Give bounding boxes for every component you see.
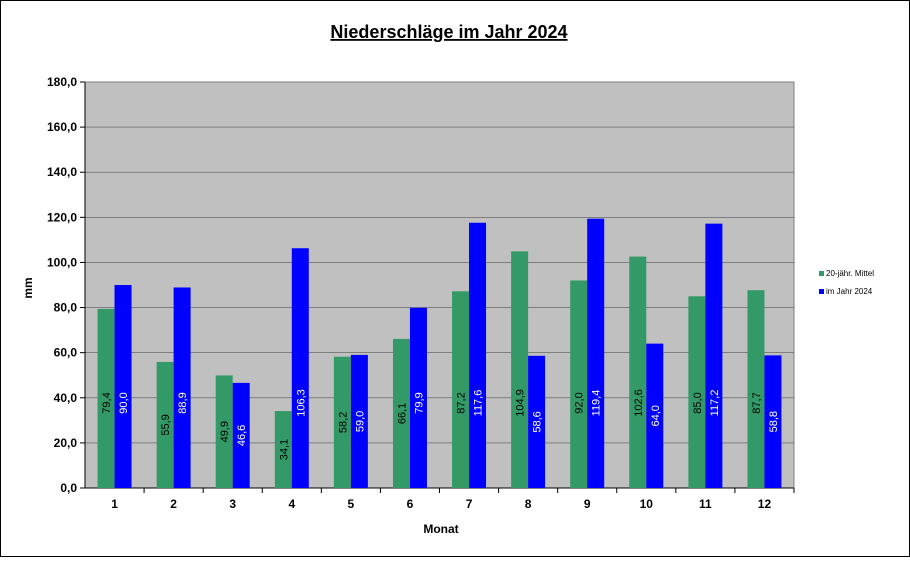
y-tick-label: 140,0 [47,165,77,179]
y-tick-label: 120,0 [47,210,77,224]
x-tick-label: 12 [758,497,772,511]
data-label: 79,9 [413,392,425,413]
legend-label: 20-jähr. Mittel [826,269,874,278]
bar [646,343,664,488]
data-label: 106,3 [295,389,307,417]
x-tick-label: 7 [466,497,473,511]
bar [629,256,647,488]
data-label: 58,8 [768,411,780,432]
bar [528,355,546,488]
data-label: 58,2 [337,412,349,433]
bar [97,308,115,488]
x-tick-label: 1 [111,497,118,511]
y-axis-label: mm [21,277,35,298]
bar [156,361,174,488]
data-label: 104,9 [515,389,527,417]
data-label: 58,6 [532,411,544,432]
bar [469,222,487,488]
data-label: 92,0 [574,392,586,413]
legend: 20-jähr. Mittel im Jahr 2024 [819,269,874,296]
x-tick-label: 4 [288,497,295,511]
plot-area: 0,0 20,0 40,0 60,0 80,0 100,0 120,0 140,0 160,0 1… [47,75,795,511]
y-tick-label: 80,0 [54,301,78,315]
bar [274,411,292,488]
data-label: 102,6 [633,389,645,417]
chart-title: Niederschläge im Jahr 2024 [330,22,567,42]
bar [232,382,250,488]
y-tick-label: 180,0 [47,75,77,89]
bar [747,290,765,488]
y-tick-label: 20,0 [54,436,78,450]
plot-background [84,81,795,489]
data-label: 117,2 [709,390,721,417]
y-tick-label: 100,0 [47,255,77,269]
x-tick-label: 5 [348,497,355,511]
data-label: 59,0 [354,411,366,432]
bar [452,291,470,488]
y-tick-label: 60,0 [54,346,78,360]
x-tick-label: 8 [525,497,532,511]
bar [215,375,233,488]
bar [392,338,410,488]
data-label: 66,1 [396,403,408,424]
bar [173,287,191,488]
bar [705,223,723,488]
data-label: 88,9 [177,392,189,413]
bar [333,356,351,488]
data-label: 49,9 [219,421,231,442]
data-label: 46,6 [236,425,248,446]
data-label: 79,4 [101,392,113,413]
bar [570,280,588,488]
bar [587,218,605,489]
legend-label: im Jahr 2024 [826,287,873,296]
data-label: 85,0 [692,392,704,413]
bar [688,296,706,488]
data-label: 117,6 [473,390,485,417]
x-tick-label: 6 [407,497,414,511]
x-tick-label: 9 [584,497,591,511]
data-label: 87,2 [456,392,468,413]
data-label: 90,0 [118,392,130,413]
x-tick-label: 10 [640,497,654,511]
x-axis-label: Monat [423,522,458,536]
bar [511,251,529,488]
data-label: 55,9 [160,414,172,435]
bar [350,354,368,488]
x-tick-label: 3 [229,497,236,511]
data-label: 87,7 [751,392,763,413]
x-tick-label: 2 [170,497,177,511]
legend-swatch [819,289,824,294]
y-tick-label: 40,0 [54,391,78,405]
x-tick-label: 11 [699,497,712,511]
y-tick-label: 160,0 [47,120,77,134]
y-tick-label: 0,0 [60,481,77,495]
bar [409,307,427,488]
data-label: 119,4 [591,390,603,417]
data-label: 64,0 [650,405,662,426]
legend-swatch [819,271,824,276]
bar [764,355,782,488]
bar [114,285,132,488]
data-label: 34,1 [278,439,290,460]
bar [291,248,309,488]
